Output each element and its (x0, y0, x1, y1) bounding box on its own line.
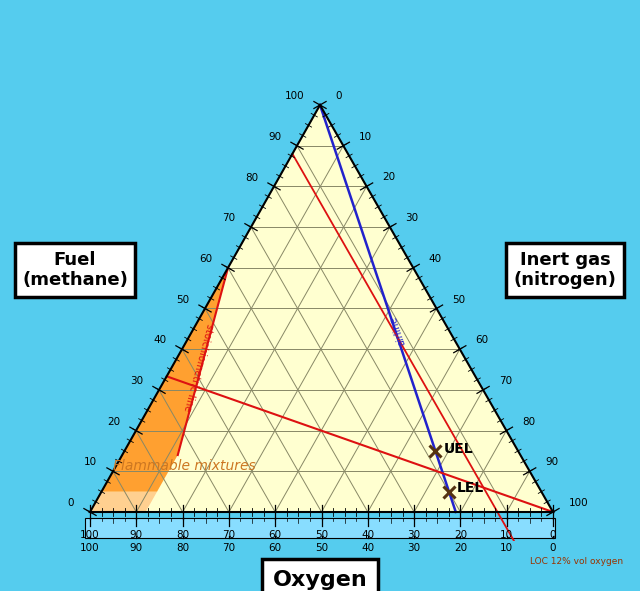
Text: 0: 0 (550, 530, 556, 540)
Polygon shape (102, 268, 228, 492)
Text: 70: 70 (222, 213, 236, 223)
Text: Inert gas
(nitrogen): Inert gas (nitrogen) (513, 251, 616, 290)
Text: LEL: LEL (457, 480, 484, 495)
Text: 90: 90 (130, 543, 143, 553)
Text: LOC 12% vol oxygen: LOC 12% vol oxygen (530, 557, 623, 566)
Text: 0: 0 (550, 543, 556, 553)
Text: 40: 40 (361, 543, 374, 553)
Text: 70: 70 (222, 543, 236, 553)
Text: 40: 40 (429, 254, 442, 264)
Text: 0: 0 (68, 498, 74, 508)
Text: 80: 80 (522, 417, 535, 427)
Text: 10: 10 (500, 543, 513, 553)
Text: 80: 80 (176, 543, 189, 553)
Text: Oxygen: Oxygen (273, 570, 367, 590)
Bar (85, 518, 555, 538)
Text: 10: 10 (359, 132, 372, 142)
Text: Fuel
(methane): Fuel (methane) (22, 251, 128, 290)
Text: 40: 40 (153, 335, 166, 345)
Text: 100: 100 (80, 543, 100, 553)
Text: 30: 30 (130, 376, 143, 386)
Text: 60: 60 (476, 335, 488, 345)
Text: 60: 60 (199, 254, 212, 264)
Text: 20: 20 (382, 173, 396, 183)
Polygon shape (90, 105, 553, 512)
Text: 20: 20 (454, 543, 467, 553)
Text: 70: 70 (499, 376, 512, 386)
Text: 40: 40 (361, 530, 374, 540)
Text: 100: 100 (80, 530, 100, 540)
Text: 60: 60 (269, 530, 282, 540)
Text: 80: 80 (176, 530, 189, 540)
Text: 30: 30 (408, 530, 420, 540)
Text: 100: 100 (285, 91, 305, 101)
Text: Flammable mixtures: Flammable mixtures (113, 459, 256, 473)
Polygon shape (90, 492, 157, 512)
Text: 10: 10 (500, 530, 513, 540)
Text: 50: 50 (176, 295, 189, 304)
Text: 30: 30 (406, 213, 419, 223)
Text: 60: 60 (269, 543, 282, 553)
Text: 30: 30 (408, 543, 420, 553)
Text: 50: 50 (315, 543, 328, 553)
Text: airline: airline (388, 314, 408, 346)
Text: 0: 0 (335, 91, 342, 101)
Text: 50: 50 (315, 530, 328, 540)
Text: 90: 90 (545, 457, 559, 467)
Text: 50: 50 (452, 294, 465, 304)
Text: 80: 80 (245, 173, 259, 183)
Text: 20: 20 (454, 530, 467, 540)
Text: 70: 70 (222, 530, 236, 540)
Text: 90: 90 (130, 530, 143, 540)
Text: UEL: UEL (444, 442, 473, 456)
Text: 10: 10 (84, 457, 97, 467)
Text: stoichiometric line: stoichiometric line (181, 323, 214, 413)
Text: 90: 90 (268, 132, 282, 142)
Text: 20: 20 (108, 417, 120, 427)
Text: 100: 100 (568, 498, 588, 508)
